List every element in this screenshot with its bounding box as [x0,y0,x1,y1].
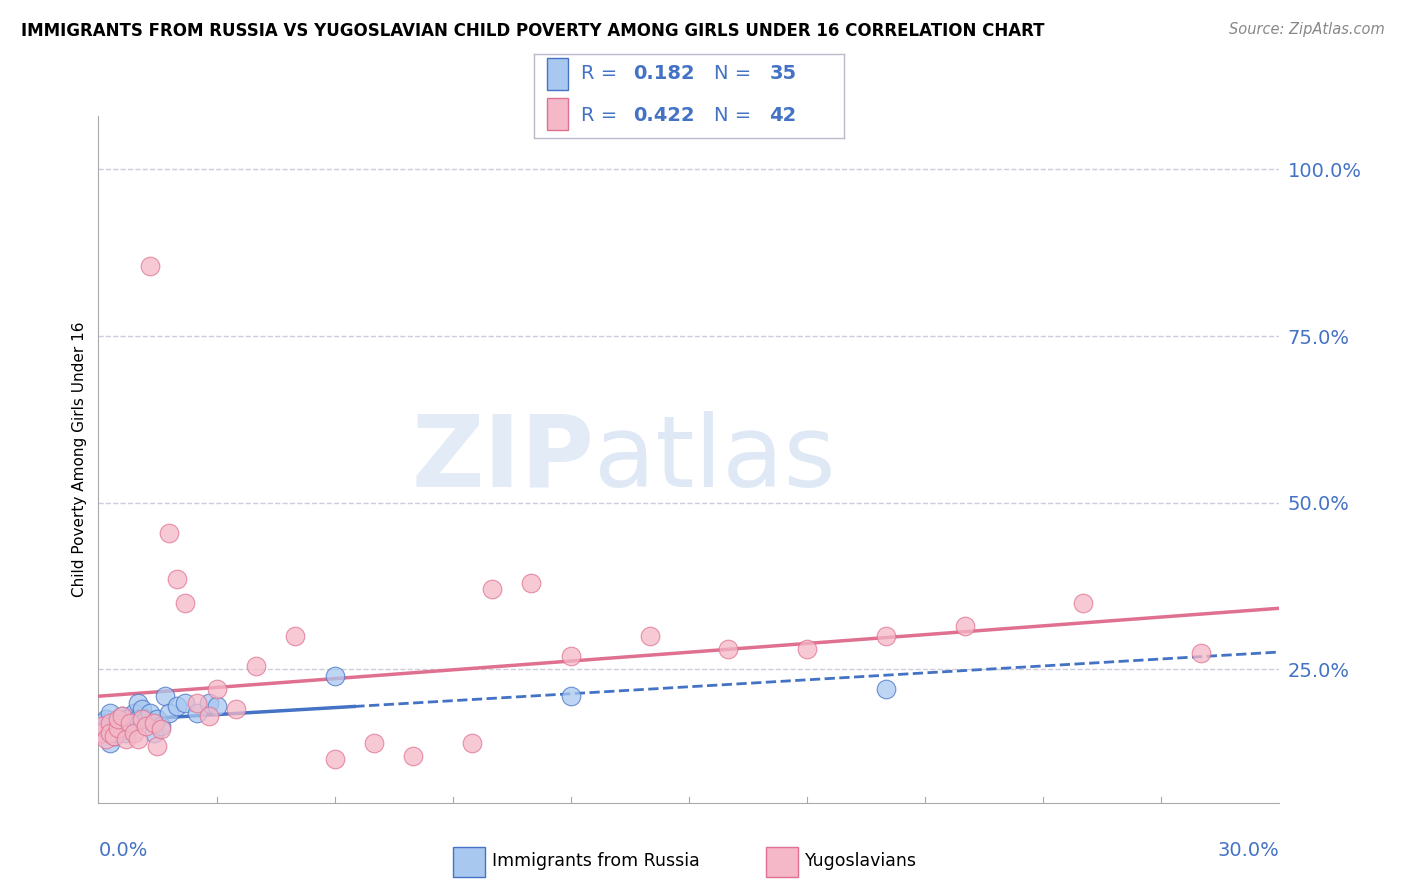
Text: 35: 35 [769,64,796,83]
Text: Immigrants from Russia: Immigrants from Russia [492,852,700,870]
Point [122,726,145,740]
Point [402,749,425,764]
Bar [453,847,485,877]
Point [197,709,219,723]
Point [717,642,740,657]
Point [520,575,543,590]
Point [245,659,267,673]
Point [96,732,118,747]
Point [157,706,180,720]
Point [1071,596,1094,610]
Point [205,682,228,697]
Point [363,736,385,750]
Point [166,573,188,587]
Point [205,699,228,714]
Point [107,713,129,727]
Point [115,732,138,747]
Point [131,713,153,727]
Point [796,642,818,657]
Point [138,706,160,720]
Point [142,726,165,740]
Point [1189,646,1212,660]
Point [186,696,208,710]
Point [174,696,197,710]
Point [107,721,129,735]
Point [107,726,129,740]
Point [953,619,976,633]
Point [135,719,157,733]
Bar [547,58,568,90]
Point [127,713,149,727]
Point [150,723,173,737]
Point [127,696,149,710]
Point [166,699,188,714]
Point [115,726,138,740]
Point [107,715,129,730]
Point [122,706,145,720]
Point [96,713,118,727]
Text: N =: N = [714,106,758,125]
Point [103,729,125,743]
Bar [766,847,799,877]
Text: IMMIGRANTS FROM RUSSIA VS YUGOSLAVIAN CHILD POVERTY AMONG GIRLS UNDER 16 CORRELA: IMMIGRANTS FROM RUSSIA VS YUGOSLAVIAN CH… [21,22,1045,40]
Point [323,752,346,766]
Point [103,729,125,743]
Point [197,696,219,710]
Text: 42: 42 [769,106,797,125]
Point [186,706,208,720]
Text: Yugoslavians: Yugoslavians [804,852,917,870]
Point [98,706,121,720]
Point [111,709,134,723]
Point [146,713,169,727]
Text: 0.182: 0.182 [633,64,695,83]
Point [146,739,169,753]
Point [461,736,484,750]
Text: 0.0%: 0.0% [98,840,148,860]
Point [284,629,307,643]
Point [150,719,173,733]
Text: Source: ZipAtlas.com: Source: ZipAtlas.com [1229,22,1385,37]
Point [323,669,346,683]
Y-axis label: Child Poverty Among Girls Under 16: Child Poverty Among Girls Under 16 [72,322,87,597]
Point [138,259,160,273]
Point [115,713,138,727]
Point [91,719,114,733]
Bar [547,97,568,130]
Point [118,719,141,733]
Text: ZIP: ZIP [412,411,595,508]
Text: atlas: atlas [595,411,837,508]
Point [96,723,118,737]
Text: 30.0%: 30.0% [1218,840,1279,860]
Point [91,715,114,730]
Point [127,732,149,747]
Point [91,726,114,740]
Point [103,723,125,737]
Point [875,682,897,697]
Point [118,715,141,730]
Point [560,689,582,703]
Point [875,629,897,643]
Point [98,719,121,733]
Point [142,715,165,730]
Text: 0.422: 0.422 [633,106,695,125]
Point [155,689,177,703]
Point [98,726,121,740]
Point [111,723,134,737]
Point [481,582,503,597]
Text: N =: N = [714,64,758,83]
Point [98,715,121,730]
Point [638,629,661,643]
Point [157,525,180,540]
Point [131,702,153,716]
Point [560,649,582,664]
Text: R =: R = [581,106,623,125]
Text: R =: R = [581,64,623,83]
Point [135,713,157,727]
Point [98,736,121,750]
Point [174,596,197,610]
Point [225,702,247,716]
Point [111,709,134,723]
Point [91,726,114,740]
